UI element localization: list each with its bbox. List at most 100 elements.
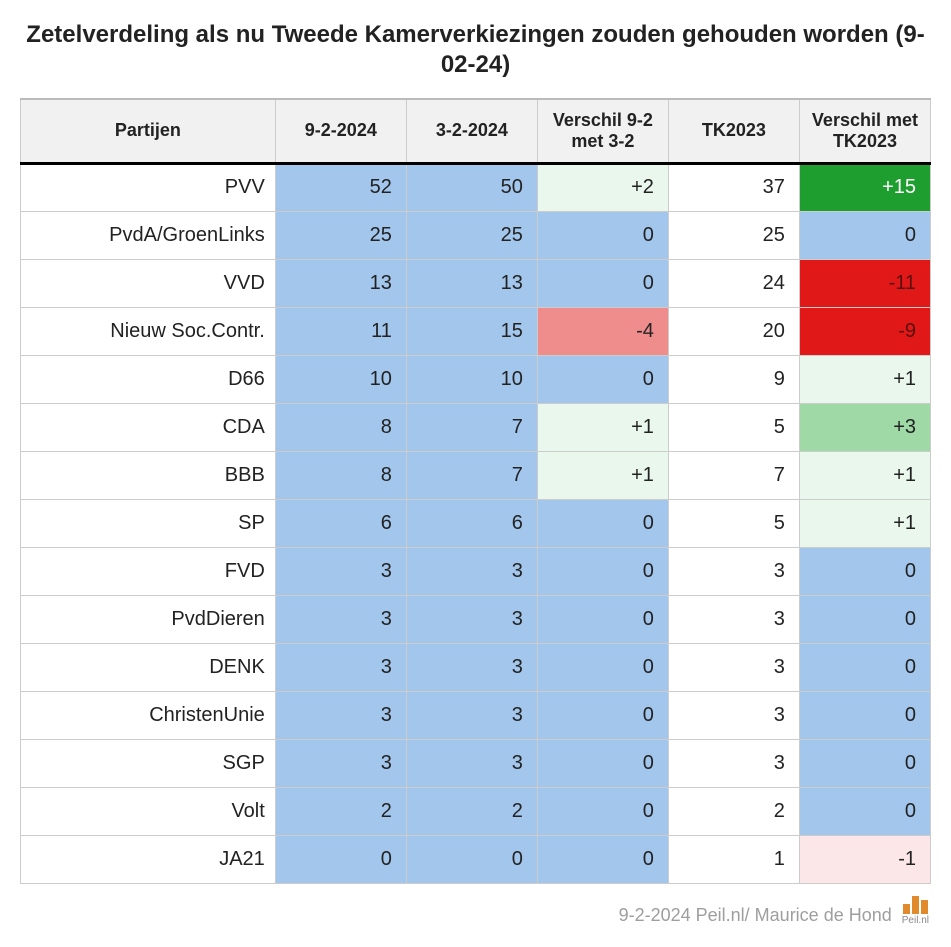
cell-value: 5: [668, 403, 799, 451]
table-row: D66101009+1: [21, 355, 931, 403]
cell-value: 5: [668, 499, 799, 547]
table-row: BBB87+17+1: [21, 451, 931, 499]
peil-logo-icon: Peil.nl: [902, 894, 929, 926]
cell-value: +1: [537, 451, 668, 499]
footer-text: 9-2-2024 Peil.nl/ Maurice de Hond: [619, 905, 892, 926]
cell-value: 3: [275, 739, 406, 787]
cell-value: 0: [537, 643, 668, 691]
table-row: DENK33030: [21, 643, 931, 691]
cell-value: 2: [275, 787, 406, 835]
cell-value: 3: [406, 643, 537, 691]
party-name: FVD: [21, 547, 276, 595]
cell-value: 10: [275, 355, 406, 403]
cell-value: +15: [799, 163, 930, 211]
table-row: FVD33030: [21, 547, 931, 595]
table-row: SP6605+1: [21, 499, 931, 547]
cell-value: 2: [406, 787, 537, 835]
party-name: PvdA/GroenLinks: [21, 211, 276, 259]
cell-value: 25: [668, 211, 799, 259]
cell-value: 15: [406, 307, 537, 355]
table-row: PVV5250+237+15: [21, 163, 931, 211]
cell-value: 2: [668, 787, 799, 835]
cell-value: 3: [406, 739, 537, 787]
cell-value: 10: [406, 355, 537, 403]
table-row: ChristenUnie33030: [21, 691, 931, 739]
cell-value: 0: [799, 211, 930, 259]
cell-value: +2: [537, 163, 668, 211]
cell-value: 3: [668, 691, 799, 739]
party-name: CDA: [21, 403, 276, 451]
party-name: DENK: [21, 643, 276, 691]
col-header-date2: 3-2-2024: [406, 99, 537, 163]
cell-value: 6: [406, 499, 537, 547]
cell-value: 1: [668, 835, 799, 883]
cell-value: 13: [406, 259, 537, 307]
cell-value: 3: [275, 691, 406, 739]
col-header-diff1: Verschil 9-2 met 3-2: [537, 99, 668, 163]
cell-value: 3: [406, 547, 537, 595]
cell-value: 37: [668, 163, 799, 211]
cell-value: 0: [537, 739, 668, 787]
party-name: PvdDieren: [21, 595, 276, 643]
table-row: JA210001-1: [21, 835, 931, 883]
cell-value: 0: [537, 259, 668, 307]
party-name: Volt: [21, 787, 276, 835]
cell-value: 3: [275, 595, 406, 643]
col-header-party: Partijen: [21, 99, 276, 163]
party-name: D66: [21, 355, 276, 403]
party-name: Nieuw Soc.Contr.: [21, 307, 276, 355]
seat-distribution-table: Partijen 9-2-2024 3-2-2024 Verschil 9-2 …: [20, 98, 931, 884]
table-row: VVD1313024-11: [21, 259, 931, 307]
party-name: BBB: [21, 451, 276, 499]
cell-value: 3: [668, 739, 799, 787]
cell-value: 0: [275, 835, 406, 883]
cell-value: -4: [537, 307, 668, 355]
cell-value: 3: [668, 595, 799, 643]
col-header-date1: 9-2-2024: [275, 99, 406, 163]
cell-value: 7: [406, 403, 537, 451]
cell-value: 8: [275, 451, 406, 499]
party-name: JA21: [21, 835, 276, 883]
cell-value: 0: [537, 547, 668, 595]
cell-value: 0: [799, 787, 930, 835]
cell-value: +1: [799, 451, 930, 499]
cell-value: 0: [537, 211, 668, 259]
cell-value: 0: [406, 835, 537, 883]
cell-value: 0: [537, 787, 668, 835]
cell-value: 0: [537, 355, 668, 403]
cell-value: 7: [406, 451, 537, 499]
col-header-tk2023: TK2023: [668, 99, 799, 163]
cell-value: 7: [668, 451, 799, 499]
party-name: SP: [21, 499, 276, 547]
table-row: Volt22020: [21, 787, 931, 835]
table-row: PvdA/GroenLinks25250250: [21, 211, 931, 259]
cell-value: 3: [668, 547, 799, 595]
cell-value: 0: [537, 499, 668, 547]
party-name: SGP: [21, 739, 276, 787]
cell-value: 3: [275, 547, 406, 595]
cell-value: 3: [406, 595, 537, 643]
cell-value: 25: [406, 211, 537, 259]
cell-value: 8: [275, 403, 406, 451]
cell-value: +1: [799, 355, 930, 403]
cell-value: 0: [799, 643, 930, 691]
cell-value: 0: [799, 739, 930, 787]
cell-value: 25: [275, 211, 406, 259]
cell-value: 0: [537, 595, 668, 643]
cell-value: 9: [668, 355, 799, 403]
cell-value: 0: [537, 835, 668, 883]
cell-value: 3: [275, 643, 406, 691]
cell-value: +3: [799, 403, 930, 451]
footer: 9-2-2024 Peil.nl/ Maurice de Hond Peil.n…: [20, 894, 931, 926]
page-title: Zetelverdeling als nu Tweede Kamerverkie…: [20, 20, 931, 80]
table-row: CDA87+15+3: [21, 403, 931, 451]
party-name: VVD: [21, 259, 276, 307]
party-name: ChristenUnie: [21, 691, 276, 739]
cell-value: 13: [275, 259, 406, 307]
table-header-row: Partijen 9-2-2024 3-2-2024 Verschil 9-2 …: [21, 99, 931, 163]
cell-value: -11: [799, 259, 930, 307]
cell-value: 0: [537, 691, 668, 739]
cell-value: -1: [799, 835, 930, 883]
cell-value: 3: [406, 691, 537, 739]
cell-value: 6: [275, 499, 406, 547]
